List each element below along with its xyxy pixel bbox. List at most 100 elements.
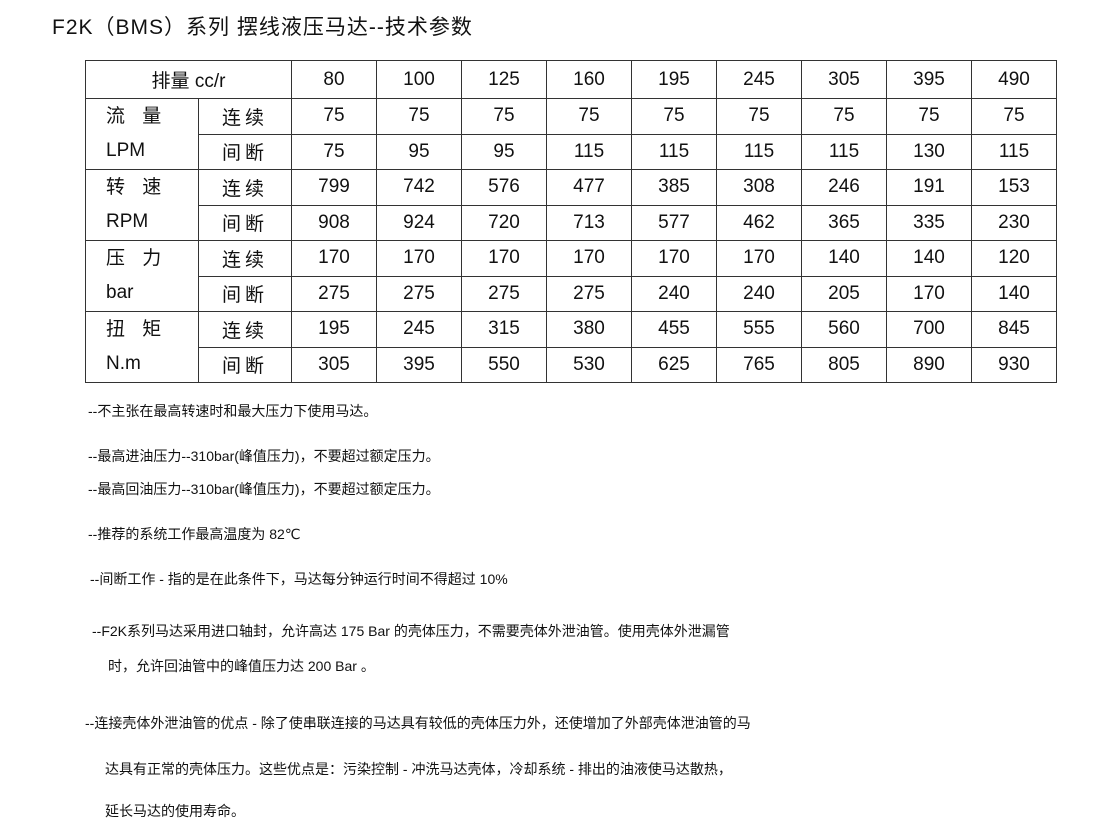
group-label: 转 速 RPM bbox=[85, 169, 199, 241]
value-cell: 625 bbox=[631, 346, 717, 383]
displacement-cell: 245 bbox=[716, 60, 802, 99]
value-cell: 577 bbox=[631, 204, 717, 241]
value-cell: 315 bbox=[461, 311, 547, 348]
value-cell: 75 bbox=[801, 98, 887, 135]
row-label: 间断 bbox=[198, 346, 292, 383]
displacement-cell: 100 bbox=[376, 60, 462, 99]
value-cell: 275 bbox=[461, 275, 547, 312]
value-cell: 385 bbox=[631, 169, 717, 206]
header-label: 排量 cc/r bbox=[85, 60, 292, 99]
value-cell: 890 bbox=[886, 346, 972, 383]
row-label: 连续 bbox=[198, 311, 292, 348]
table-row: 压 力 bar 连续 170 170 170 170 170 170 140 140 120 bbox=[85, 240, 1057, 312]
note: --F2K系列马达采用进口轴封，允许高达 175 Bar 的壳体压力，不需要壳体… bbox=[92, 623, 730, 639]
displacement-cell: 160 bbox=[546, 60, 632, 99]
row-label: 连续 bbox=[198, 98, 292, 135]
value-cell: 191 bbox=[886, 169, 972, 206]
note: 时，允许回油管中的峰值压力达 200 Bar 。 bbox=[108, 658, 375, 674]
table-row: 扭 矩 N.m 连续 195 245 315 380 455 555 560 700 845 bbox=[85, 311, 1057, 383]
value-cell: 230 bbox=[971, 204, 1057, 241]
displacement-cell: 195 bbox=[631, 60, 717, 99]
value-cell: 170 bbox=[716, 240, 802, 277]
note: --连接壳体外泄油管的优点 - 除了使串联连接的马达具有较低的壳体压力外，还使增… bbox=[85, 715, 751, 731]
value-cell: 170 bbox=[376, 240, 462, 277]
table-row: 间断 75 95 95 115 115 115 115 130 115 bbox=[86, 133, 1057, 170]
value-cell: 75 bbox=[971, 98, 1057, 135]
value-cell: 305 bbox=[291, 346, 377, 383]
displacement-cell: 305 bbox=[801, 60, 887, 99]
value-cell: 195 bbox=[291, 311, 377, 348]
value-cell: 115 bbox=[631, 133, 717, 170]
value-cell: 205 bbox=[801, 275, 887, 312]
value-cell: 75 bbox=[546, 98, 632, 135]
note: --推荐的系统工作最高温度为 82℃ bbox=[88, 526, 301, 542]
group-name: 转 速 bbox=[106, 177, 168, 198]
row-label: 间断 bbox=[198, 133, 292, 170]
value-cell: 560 bbox=[801, 311, 887, 348]
note: --最高进油压力--310bar(峰值压力)，不要超过额定压力。 bbox=[88, 448, 440, 464]
value-cell: 930 bbox=[971, 346, 1057, 383]
group-name: 扭 矩 bbox=[106, 319, 168, 340]
row-label: 连续 bbox=[198, 169, 292, 206]
value-cell: 713 bbox=[546, 204, 632, 241]
value-cell: 765 bbox=[716, 346, 802, 383]
table-row: 间断 305 395 550 530 625 765 805 890 930 bbox=[86, 346, 1057, 383]
value-cell: 240 bbox=[716, 275, 802, 312]
value-cell: 335 bbox=[886, 204, 972, 241]
page-title: F2K（BMS）系列 摆线液压马达--技术参数 bbox=[52, 16, 473, 39]
value-cell: 455 bbox=[631, 311, 717, 348]
table-row: 间断 275 275 275 275 240 240 205 170 140 bbox=[86, 275, 1057, 312]
value-cell: 115 bbox=[971, 133, 1057, 170]
value-cell: 240 bbox=[631, 275, 717, 312]
value-cell: 115 bbox=[801, 133, 887, 170]
value-cell: 908 bbox=[291, 204, 377, 241]
group-name: 流 量 bbox=[106, 106, 168, 127]
value-cell: 700 bbox=[886, 311, 972, 348]
value-cell: 115 bbox=[716, 133, 802, 170]
value-cell: 75 bbox=[886, 98, 972, 135]
note: --最高回油压力--310bar(峰值压力)，不要超过额定压力。 bbox=[88, 481, 440, 497]
value-cell: 170 bbox=[291, 240, 377, 277]
value-cell: 170 bbox=[546, 240, 632, 277]
value-cell: 380 bbox=[546, 311, 632, 348]
note: 延长马达的使用寿命。 bbox=[105, 803, 245, 819]
displacement-cell: 80 bbox=[291, 60, 377, 99]
group-unit: RPM bbox=[106, 211, 149, 232]
value-cell: 170 bbox=[631, 240, 717, 277]
value-cell: 75 bbox=[631, 98, 717, 135]
value-cell: 95 bbox=[376, 133, 462, 170]
table-row: 转 速 RPM 连续 799 742 576 477 385 308 246 191 153 bbox=[85, 169, 1057, 241]
row-label: 间断 bbox=[198, 204, 292, 241]
value-cell: 75 bbox=[291, 133, 377, 170]
value-cell: 170 bbox=[461, 240, 547, 277]
spec-table: 排量 cc/r 80 100 125 160 195 245 305 395 490 流 量 LPM 连… bbox=[85, 60, 1057, 383]
value-cell: 477 bbox=[546, 169, 632, 206]
value-cell: 395 bbox=[376, 346, 462, 383]
value-cell: 365 bbox=[801, 204, 887, 241]
row-label: 连续 bbox=[198, 240, 292, 277]
table-row: 间断 908 924 720 713 577 462 365 335 230 bbox=[86, 204, 1057, 241]
value-cell: 75 bbox=[376, 98, 462, 135]
note: --不主张在最高转速时和最大压力下使用马达。 bbox=[88, 403, 378, 419]
note: --间断工作 - 指的是在此条件下，马达每分钟运行时间不得超过 10% bbox=[90, 571, 508, 587]
value-cell: 845 bbox=[971, 311, 1057, 348]
value-cell: 550 bbox=[461, 346, 547, 383]
value-cell: 95 bbox=[461, 133, 547, 170]
table-row: 流 量 LPM 连续 75 75 75 75 75 75 75 75 75 bbox=[85, 98, 1057, 170]
row-label: 间断 bbox=[198, 275, 292, 312]
value-cell: 115 bbox=[546, 133, 632, 170]
group-label: 流 量 LPM bbox=[85, 98, 199, 170]
value-cell: 246 bbox=[801, 169, 887, 206]
note: 达具有正常的壳体压力。这些优点是：污染控制 - 冲洗马达壳体，冷却系统 - 排出… bbox=[105, 761, 732, 777]
displacement-cell: 125 bbox=[461, 60, 547, 99]
value-cell: 75 bbox=[461, 98, 547, 135]
value-cell: 799 bbox=[291, 169, 377, 206]
value-cell: 530 bbox=[546, 346, 632, 383]
value-cell: 720 bbox=[461, 204, 547, 241]
value-cell: 308 bbox=[716, 169, 802, 206]
value-cell: 275 bbox=[376, 275, 462, 312]
value-cell: 555 bbox=[716, 311, 802, 348]
group-label: 扭 矩 N.m bbox=[85, 311, 199, 383]
value-cell: 576 bbox=[461, 169, 547, 206]
value-cell: 75 bbox=[716, 98, 802, 135]
